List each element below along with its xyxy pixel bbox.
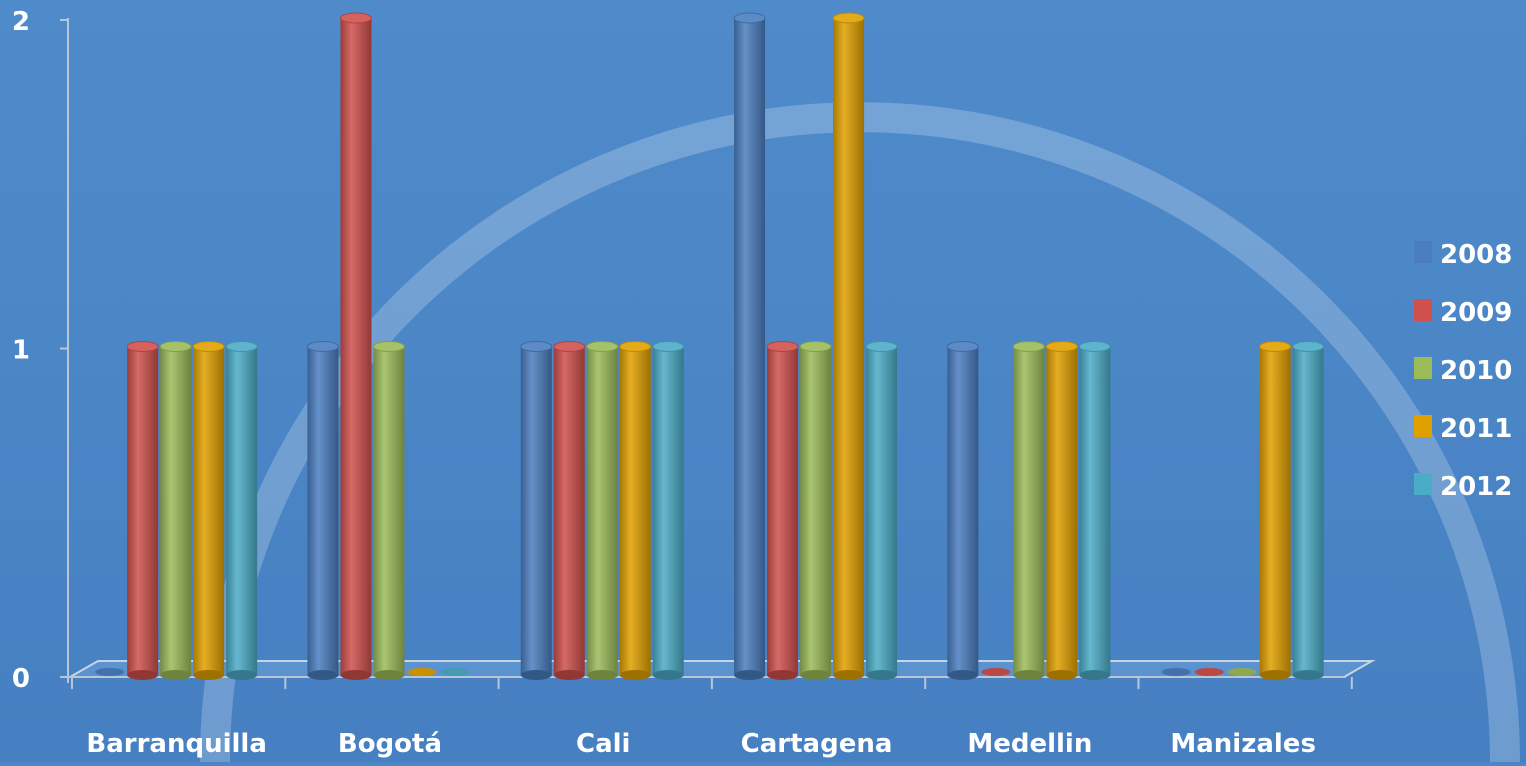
- bar-2012-Manizales: [1292, 341, 1325, 680]
- legend-swatch: [1414, 473, 1432, 495]
- bar-2011-Barranquilla: [192, 341, 225, 680]
- x-tick-label: Manizales: [1170, 729, 1316, 759]
- bar-2008-Barranquilla: [95, 668, 125, 676]
- bar-2010-Medellin: [1012, 341, 1045, 680]
- bars-layer: [95, 12, 1325, 680]
- legend-label: 2009: [1440, 298, 1512, 328]
- labels-layer: Barranquilla Bogotá Cali Cartagena Medellin M…: [86, 729, 1316, 759]
- legend-label: 2011: [1440, 414, 1512, 444]
- x-tick-label: Bogotá: [338, 729, 442, 759]
- bar-2011-Cartagena: [832, 12, 865, 680]
- bar-2011-Cali: [619, 341, 652, 680]
- bar-2012-Bogotá: [440, 668, 470, 676]
- legend-item-2008: 2008: [1414, 240, 1512, 270]
- bar-2012-Barranquilla: [225, 341, 258, 680]
- bar-2009-Medellin: [981, 668, 1011, 676]
- bar-2010-Cali: [586, 341, 619, 680]
- bar-2009-Manizales: [1194, 668, 1224, 676]
- bar-2012-Medellin: [1078, 341, 1111, 680]
- legend-label: 2010: [1440, 356, 1512, 386]
- bar-2011-Medellin: [1045, 341, 1078, 680]
- bar-2008-Cartagena: [733, 12, 766, 680]
- legend-label: 2008: [1440, 240, 1512, 270]
- bar-2008-Bogotá: [306, 341, 339, 680]
- legend-item-2012: 2012: [1414, 472, 1512, 502]
- y-tick-label: 1: [12, 336, 30, 366]
- bar-2008-Manizales: [1161, 668, 1191, 676]
- bar-2009-Bogotá: [339, 12, 372, 680]
- legend-item-2009: 2009: [1414, 298, 1512, 328]
- bar-2008-Cali: [520, 341, 553, 680]
- bar-2012-Cali: [652, 341, 685, 680]
- legend-swatch: [1414, 415, 1432, 437]
- legend-item-2010: 2010: [1414, 356, 1512, 386]
- legend-swatch: [1414, 241, 1432, 263]
- bar-2009-Cartagena: [766, 341, 799, 680]
- x-tick-label: Cartagena: [741, 729, 893, 759]
- legend: 2008 2009 2010 2011 2012: [1414, 240, 1512, 502]
- bar-2012-Cartagena: [865, 341, 898, 680]
- legend-label: 2012: [1440, 472, 1512, 502]
- bar-2011-Manizales: [1259, 341, 1292, 680]
- x-tick-label: Cali: [576, 729, 630, 759]
- bar-2011-Bogotá: [407, 668, 437, 676]
- legend-swatch: [1414, 357, 1432, 379]
- bar-2008-Medellin: [946, 341, 979, 680]
- bar-2010-Bogotá: [372, 341, 405, 680]
- bar-2010-Barranquilla: [159, 341, 192, 680]
- bar-2009-Barranquilla: [126, 341, 159, 680]
- y-tick-label: 2: [12, 7, 30, 37]
- y-tick-label: 0: [12, 664, 30, 694]
- x-tick-label: Medellin: [967, 729, 1092, 759]
- bar-2010-Cartagena: [799, 341, 832, 680]
- bar-2009-Cali: [553, 341, 586, 680]
- x-tick-label: Barranquilla: [86, 729, 266, 759]
- bar-2010-Manizales: [1227, 668, 1257, 676]
- legend-swatch: [1414, 299, 1432, 321]
- legend-item-2011: 2011: [1414, 414, 1512, 444]
